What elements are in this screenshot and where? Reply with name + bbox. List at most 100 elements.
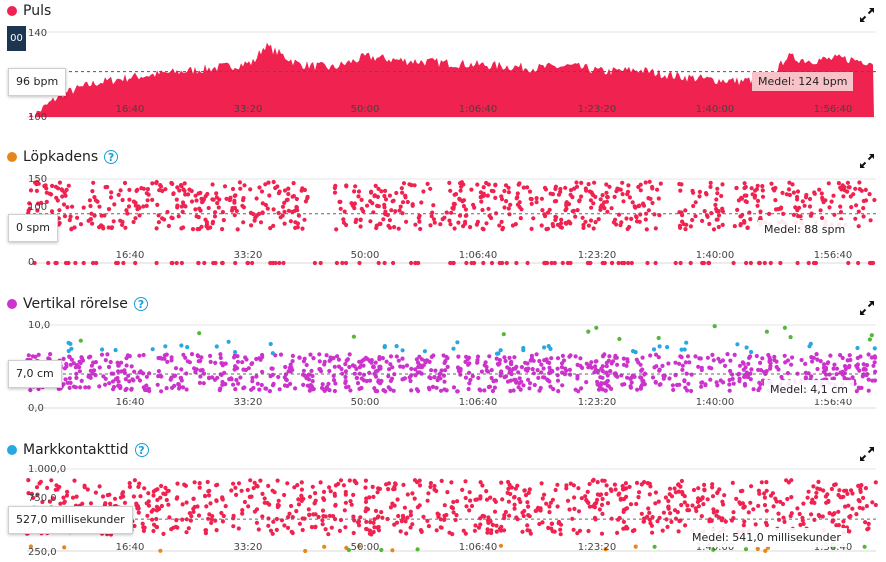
expand-arrows-icon[interactable] bbox=[858, 152, 876, 170]
data-point bbox=[478, 496, 483, 501]
data-point bbox=[361, 372, 367, 377]
data-point bbox=[412, 183, 417, 188]
data-point bbox=[34, 188, 40, 193]
data-point bbox=[629, 380, 634, 385]
expand-arrows-icon[interactable] bbox=[858, 6, 876, 24]
data-point bbox=[795, 189, 801, 194]
data-point bbox=[607, 354, 612, 359]
data-point bbox=[452, 226, 457, 231]
data-point bbox=[683, 523, 688, 528]
data-point bbox=[531, 216, 536, 221]
data-point bbox=[872, 346, 877, 351]
kadens-help-icon[interactable]: ? bbox=[104, 150, 119, 164]
data-point bbox=[160, 188, 165, 194]
data-point bbox=[83, 385, 88, 390]
data-point bbox=[331, 373, 336, 378]
data-point bbox=[788, 513, 793, 519]
data-point bbox=[795, 194, 800, 200]
data-point bbox=[238, 375, 243, 380]
data-point bbox=[579, 386, 584, 391]
data-point bbox=[376, 528, 382, 533]
data-point bbox=[791, 212, 797, 217]
data-point bbox=[764, 480, 769, 485]
data-point bbox=[97, 365, 102, 370]
data-point bbox=[832, 362, 837, 367]
data-point bbox=[575, 373, 580, 379]
data-point bbox=[211, 197, 216, 202]
data-point bbox=[552, 529, 557, 534]
data-point bbox=[856, 224, 861, 229]
data-point bbox=[270, 260, 275, 266]
markkontakt-help-icon[interactable]: ? bbox=[134, 443, 149, 457]
data-point bbox=[451, 346, 456, 351]
data-point bbox=[145, 513, 150, 518]
data-point bbox=[369, 358, 374, 363]
data-point bbox=[669, 519, 674, 524]
data-point bbox=[392, 503, 397, 508]
data-point bbox=[321, 489, 327, 494]
data-point bbox=[691, 203, 696, 209]
data-point bbox=[499, 194, 504, 199]
data-point bbox=[476, 375, 481, 381]
data-point bbox=[412, 496, 417, 501]
expand-arrows-icon[interactable] bbox=[858, 445, 876, 463]
vertikal-chart[interactable]: 10,07,00,016:4033:2050:001:06:401:23:201… bbox=[0, 293, 886, 418]
data-point bbox=[758, 215, 763, 220]
data-point bbox=[218, 355, 223, 360]
data-point bbox=[456, 354, 461, 359]
data-point bbox=[280, 204, 286, 209]
data-point bbox=[542, 492, 547, 497]
data-point bbox=[410, 202, 415, 207]
data-point bbox=[64, 361, 69, 367]
expand-arrows-icon[interactable] bbox=[858, 299, 876, 317]
data-point bbox=[73, 365, 78, 370]
data-point bbox=[36, 181, 41, 186]
data-point bbox=[354, 366, 359, 371]
data-point bbox=[103, 382, 108, 387]
data-point bbox=[373, 374, 379, 379]
data-point bbox=[241, 386, 246, 391]
data-point bbox=[209, 520, 214, 525]
data-point bbox=[873, 502, 878, 508]
data-point bbox=[242, 183, 247, 188]
data-point bbox=[283, 364, 288, 370]
data-point bbox=[158, 355, 163, 361]
data-point bbox=[155, 497, 160, 503]
data-point bbox=[623, 481, 629, 486]
data-point bbox=[123, 225, 128, 230]
data-point bbox=[295, 225, 300, 230]
vertikal-help-icon[interactable]: ? bbox=[133, 297, 148, 311]
data-point bbox=[707, 221, 712, 227]
data-point bbox=[595, 480, 600, 485]
data-point bbox=[667, 376, 672, 381]
data-point bbox=[463, 495, 468, 501]
data-point bbox=[523, 360, 528, 365]
data-point bbox=[605, 195, 610, 200]
data-point bbox=[479, 369, 484, 374]
data-point bbox=[806, 260, 811, 266]
data-point bbox=[443, 368, 448, 373]
data-point bbox=[693, 200, 698, 205]
vertikal-title-text: Vertikal rörelse bbox=[23, 296, 128, 312]
data-point bbox=[326, 532, 331, 537]
data-point bbox=[461, 204, 466, 209]
data-point bbox=[720, 222, 725, 227]
data-point bbox=[197, 481, 202, 486]
data-point bbox=[851, 192, 856, 197]
data-point bbox=[650, 515, 655, 520]
markkontakt-dot-icon bbox=[7, 445, 17, 455]
data-point bbox=[106, 207, 112, 212]
data-point bbox=[656, 196, 661, 201]
data-point bbox=[627, 195, 633, 200]
data-point bbox=[202, 493, 208, 498]
data-point bbox=[603, 547, 608, 552]
data-point bbox=[661, 376, 666, 381]
data-point bbox=[208, 501, 213, 506]
data-point bbox=[64, 187, 69, 192]
data-point bbox=[147, 371, 152, 376]
data-point bbox=[710, 485, 715, 490]
data-point bbox=[150, 181, 155, 186]
data-point bbox=[421, 189, 426, 194]
